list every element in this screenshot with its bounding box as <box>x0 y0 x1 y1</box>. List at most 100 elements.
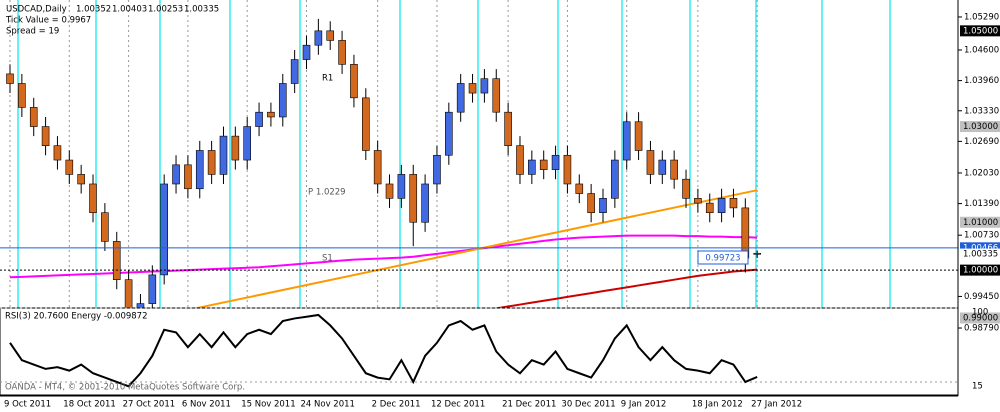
candle-body <box>456 83 465 113</box>
y-tick-label: 1.04600 <box>964 45 999 55</box>
candle-body <box>290 59 299 84</box>
low-box-label: 0.99723 <box>705 254 740 264</box>
x-tick-label: 15 Nov 2011 <box>241 400 295 410</box>
price-label-box <box>960 242 1000 254</box>
candle-body <box>219 135 228 175</box>
candle-body <box>611 159 619 199</box>
y-tick-label: 1.03960 <box>964 76 999 86</box>
candle-body <box>717 198 726 213</box>
x-tick-label: 27 Jan 2012 <box>751 400 802 410</box>
symbol: USDCAD,Daily <box>6 5 67 15</box>
pivot-label: P 1.0229 <box>308 188 346 198</box>
y-tick-label: 1.02030 <box>964 168 999 178</box>
price-label: 1.00466 <box>963 243 998 253</box>
indicator-line <box>9 234 758 279</box>
spread: Spread = 19 <box>6 27 59 37</box>
ohlc-close: 1.00335 <box>184 5 219 15</box>
ohlc-low: 1.00253 <box>148 5 183 15</box>
candle-body <box>575 183 584 194</box>
candle-body <box>753 252 761 255</box>
candle-body <box>504 111 512 146</box>
candle-body <box>373 150 382 185</box>
candle-body <box>101 212 109 242</box>
candle-body <box>563 154 572 185</box>
candle-body <box>516 145 524 175</box>
candle-body <box>670 159 678 180</box>
rsi-tick-label: 100 <box>972 308 988 318</box>
candle-body <box>53 145 62 161</box>
candle-body <box>231 135 240 161</box>
candle-body <box>77 174 85 185</box>
rsi-line <box>9 313 758 388</box>
candle-body <box>433 154 441 185</box>
x-tick-label: 30 Dec 2011 <box>561 400 615 410</box>
candle-body <box>587 193 595 213</box>
candle-body <box>409 174 418 223</box>
candle-body <box>634 121 643 151</box>
rsi-panel: RSI(3) 20.7600 Energy -0.009872 <box>0 307 959 396</box>
y-tick-label: 1.05290 <box>964 12 999 22</box>
candle-body <box>350 64 358 99</box>
tick-value: Tick Value = 0.9967 <box>5 16 91 26</box>
candle-body <box>195 150 204 190</box>
x-tick-label: 9 Oct 2011 <box>4 400 51 410</box>
x-tick-label: 18 Oct 2011 <box>63 400 116 410</box>
candle-body <box>551 154 560 170</box>
ohlc-open: 1.00352 <box>76 5 111 15</box>
candle-body <box>89 183 97 213</box>
price-label-box <box>960 216 1000 228</box>
candle-body <box>112 241 121 280</box>
candle-body <box>314 30 323 46</box>
candle-body <box>278 83 287 118</box>
x-tick-label: 12 Dec 2011 <box>431 400 485 410</box>
price-label: 1.05000 <box>963 26 998 36</box>
ohlc-high: 1.00403 <box>112 5 147 15</box>
candle-body <box>480 78 489 94</box>
price-label-box <box>960 264 1000 276</box>
candle-body <box>705 202 714 213</box>
x-tick-label: 6 Nov 2011 <box>182 400 231 410</box>
candle-body <box>361 97 370 151</box>
candle-body <box>539 159 548 170</box>
candle-body <box>207 150 216 175</box>
candle-body <box>29 107 38 127</box>
candle-body <box>468 83 477 94</box>
y-tick-label: 0.99450 <box>964 292 999 302</box>
r1-label: R1 <box>322 74 333 84</box>
candle-body <box>528 159 536 175</box>
rsi-background <box>0 307 959 396</box>
y-tick-label: 1.02690 <box>964 137 999 147</box>
candle-body <box>326 30 335 41</box>
candle-body <box>255 111 263 127</box>
candle-body <box>658 159 667 175</box>
candle-body <box>694 198 702 204</box>
price-label: 1.01000 <box>963 218 998 228</box>
candle-body <box>148 274 157 304</box>
price-label: 0.99000 <box>963 313 998 323</box>
y-tick-label: 1.01390 <box>964 199 999 209</box>
x-tick-label: 2 Dec 2011 <box>372 400 421 410</box>
x-tick-label: 24 Nov 2011 <box>301 400 355 410</box>
candle-body <box>397 174 406 199</box>
candle-body <box>65 159 74 175</box>
candle-body <box>646 150 655 175</box>
candle-body <box>729 198 738 209</box>
price-label-box <box>960 25 1000 37</box>
candle-body <box>445 111 453 156</box>
y-tick-label: 1.03330 <box>964 106 999 116</box>
price-label-box <box>960 121 1000 133</box>
x-tick-label: 27 Oct 2011 <box>123 400 176 410</box>
candle-body <box>338 40 346 65</box>
price-label-box <box>960 312 1000 324</box>
candle-body <box>622 121 631 161</box>
y-tick-label: 1.00730 <box>964 231 999 241</box>
rsi-tick-label: 15 <box>972 381 983 391</box>
x-tick-label: 21 Dec 2011 <box>502 400 556 410</box>
candle-body <box>18 83 26 108</box>
candle-body <box>599 198 607 213</box>
candle-body <box>243 126 251 161</box>
rsi-title: RSI(3) 20.7600 Energy -0.009872 <box>5 312 148 322</box>
candle-body <box>267 111 275 118</box>
candle-body <box>302 44 311 60</box>
